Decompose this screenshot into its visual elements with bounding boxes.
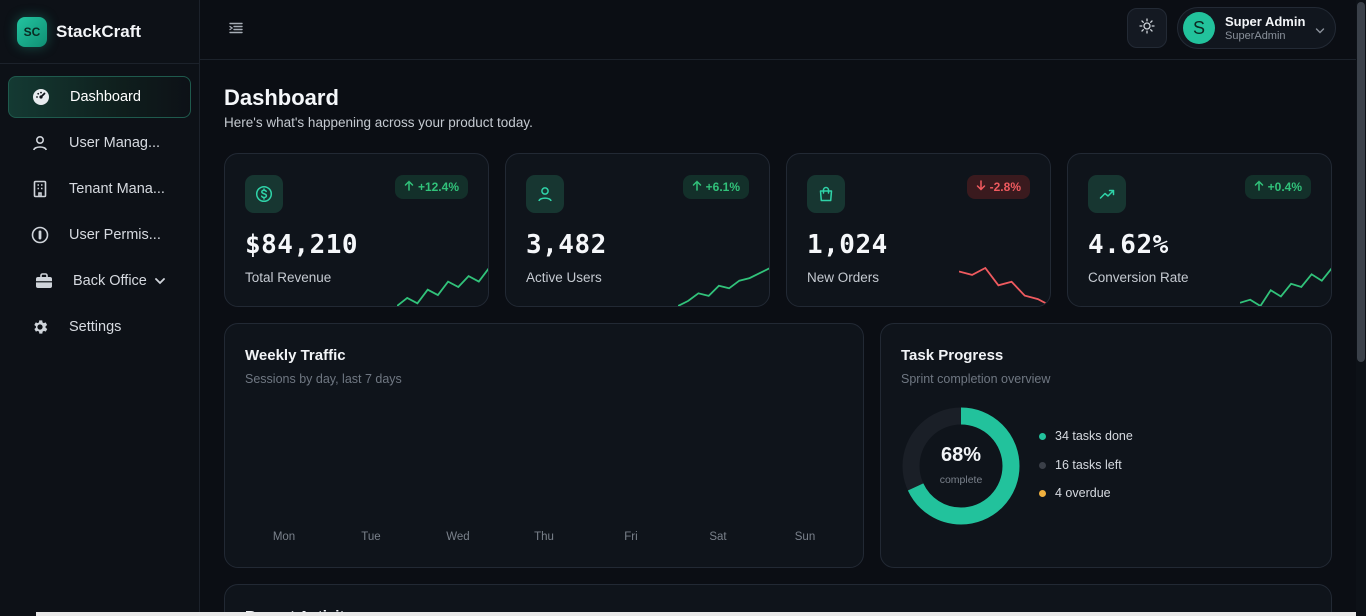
theme-toggle-button[interactable]: [1127, 8, 1167, 48]
kpi-label: New Orders: [807, 270, 880, 285]
menu-collapse-icon[interactable]: [228, 20, 244, 36]
legend-label: 34 tasks done: [1055, 429, 1133, 443]
panel-title: Weekly Traffic: [245, 347, 346, 364]
kpi-change-value: +12.4%: [417, 180, 459, 194]
arrow-up-icon: [404, 180, 414, 194]
kpi-value: 3,482: [526, 230, 607, 260]
legend-item-done: 34 tasks done: [1039, 429, 1133, 443]
sidebar-item-tenant-management[interactable]: Tenant Mana...: [8, 168, 191, 210]
kpi-sparkline: [678, 267, 769, 306]
legend-dot: [1039, 461, 1046, 469]
kpi-sparkline: [1240, 267, 1331, 306]
shield-lock-icon: [30, 225, 50, 245]
sidebar-item-user-permissions[interactable]: User Permis...: [8, 214, 191, 256]
panel-title: Task Progress: [901, 347, 1004, 364]
kpi-sparkline: [959, 266, 1050, 306]
user-icon: [30, 133, 50, 153]
day-label: Sun: [794, 531, 816, 543]
page-subtitle: Here's what's happening across your prod…: [224, 115, 533, 130]
kpi-change-value: -2.8%: [989, 180, 1021, 194]
scrollbar-thumb[interactable]: [1357, 2, 1365, 362]
kpi-change-value: +6.1%: [705, 180, 740, 194]
sidebar-item-label: Dashboard: [70, 89, 141, 105]
kpi-label: Total Revenue: [245, 270, 332, 285]
gear-icon: [30, 317, 50, 337]
avatar: S: [1183, 12, 1215, 44]
day-label: Fri: [624, 531, 638, 543]
legend-dot: [1039, 489, 1046, 497]
sidebar-item-label: Back Office: [73, 273, 147, 289]
day-label: Sat: [709, 531, 727, 543]
sidebar-nav: Dashboard User Manag... Tenant Mana... U…: [0, 64, 199, 348]
shopping-bag-icon: [807, 175, 845, 213]
sidebar-item-label: Settings: [69, 319, 122, 335]
trending-up-icon: [1088, 175, 1126, 213]
kpi-value: 4.62%: [1088, 230, 1169, 260]
panel-subtitle: Sessions by day, last 7 days: [245, 372, 402, 386]
legend-label: 16 tasks left: [1055, 458, 1122, 472]
day-label: Tue: [361, 531, 381, 543]
user-info: Super Admin SuperAdmin: [1225, 14, 1305, 42]
arrow-up-icon: [692, 180, 702, 194]
kpi-change-badge: +6.1%: [682, 175, 749, 199]
building-icon: [30, 179, 50, 199]
sidebar: SC StackCraft Dashboard User Manag... Te…: [0, 0, 200, 616]
dashboard-gauge-icon: [31, 87, 51, 107]
kpi-card-active-users[interactable]: +6.1% 3,482 Active Users: [505, 153, 770, 307]
topbar: S Super Admin SuperAdmin: [200, 0, 1356, 60]
kpi-card-conversion-rate[interactable]: +0.4% 4.62% Conversion Rate: [1067, 153, 1332, 307]
page-title: Dashboard: [224, 85, 339, 110]
kpi-value: $84,210: [245, 230, 359, 260]
progress-caption: complete: [939, 474, 983, 486]
recent-activity-panel: Recent Activity: [224, 584, 1332, 616]
user-name: Super Admin: [1225, 14, 1306, 29]
day-label: Thu: [534, 531, 554, 543]
kpi-change-badge: +12.4%: [394, 175, 468, 199]
legend-dot: [1039, 432, 1046, 440]
kpi-label: Conversion Rate: [1088, 270, 1189, 285]
dollar-circle-icon: [245, 175, 283, 213]
sidebar-item-back-office[interactable]: Back Office: [8, 260, 191, 302]
kpi-value: 1,024: [807, 230, 888, 260]
kpi-label: Active Users: [526, 270, 602, 285]
sidebar-item-label: User Permis...: [69, 227, 161, 243]
sidebar-item-dashboard[interactable]: Dashboard: [8, 76, 191, 118]
kpi-change-badge: -2.8%: [966, 175, 1030, 199]
brand-logo: SC: [17, 16, 47, 47]
legend-label: 4 overdue: [1055, 486, 1111, 500]
day-label: Mon: [272, 531, 296, 543]
user-menu[interactable]: S Super Admin SuperAdmin: [1177, 7, 1336, 49]
sidebar-item-user-management[interactable]: User Manag...: [8, 122, 191, 164]
chevron-down-icon: [1315, 22, 1325, 40]
day-label: Wed: [446, 531, 470, 543]
sun-icon: [1139, 17, 1155, 39]
legend-item-overdue: 4 overdue: [1039, 486, 1111, 500]
brand-name: StackCraft: [56, 21, 142, 41]
legend-item-left: 16 tasks left: [1039, 458, 1122, 472]
donut-progress-arc: [902, 407, 1020, 525]
chevron-down-icon: [154, 273, 165, 289]
weekly-traffic-panel: Weekly Traffic Sessions by day, last 7 d…: [224, 323, 864, 568]
kpi-card-new-orders[interactable]: -2.8% 1,024 New Orders: [786, 153, 1051, 307]
kpi-sparkline: [397, 267, 488, 306]
briefcase-icon: [34, 271, 54, 291]
kpi-card-total-revenue[interactable]: +12.4% $84,210 Total Revenue: [224, 153, 489, 307]
sidebar-item-label: Tenant Mana...: [69, 181, 165, 197]
sidebar-item-label: User Manag...: [69, 135, 161, 151]
sidebar-item-settings[interactable]: Settings: [8, 306, 191, 348]
task-progress-panel: Task Progress Sprint completion overview…: [880, 323, 1332, 568]
panel-subtitle: Sprint completion overview: [901, 372, 1051, 386]
arrow-up-icon: [1254, 180, 1264, 194]
brand[interactable]: SC StackCraft: [0, 0, 199, 64]
user-role: SuperAdmin: [1225, 30, 1286, 42]
user-icon: [526, 175, 564, 213]
arrow-down-icon: [976, 180, 986, 194]
progress-donut: [902, 407, 1020, 525]
kpi-change-value: +0.4%: [1267, 180, 1302, 194]
progress-percent: 68%: [940, 444, 982, 466]
kpi-change-badge: +0.4%: [1244, 175, 1311, 199]
window-bottom-edge: [36, 612, 1356, 616]
